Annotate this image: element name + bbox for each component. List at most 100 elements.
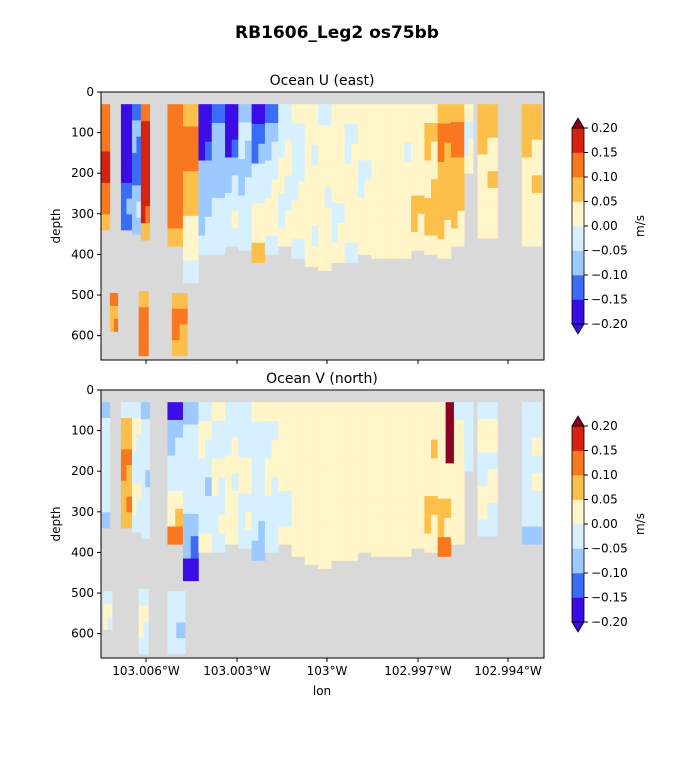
data-cell [338, 104, 345, 125]
data-cell [251, 501, 259, 522]
data-cell [145, 436, 151, 454]
data-cell [411, 213, 419, 233]
data-cell [311, 226, 319, 247]
plot-frame [100, 91, 545, 361]
data-cell [138, 637, 144, 655]
y-tick-label: 100 [71, 424, 94, 438]
colorbar-segment [572, 177, 584, 202]
data-cell [167, 491, 176, 510]
data-column [278, 104, 292, 247]
colorbar-segment [572, 597, 584, 623]
data-cell [132, 201, 137, 219]
data-cell [404, 479, 412, 499]
x-axis: 103.006°W 103.003°W 103°W 102.997°W 102.994°… [112, 658, 542, 678]
data-column [384, 104, 399, 259]
data-cell [531, 121, 543, 141]
data-cell [411, 140, 419, 160]
data-cell [145, 402, 151, 420]
data-cell [258, 242, 266, 263]
data-cell [211, 458, 219, 478]
data-cell [338, 520, 345, 542]
data-cell [444, 200, 452, 221]
data-cell [258, 143, 266, 164]
data-cell [487, 187, 498, 205]
data-cell [251, 540, 259, 561]
data-cell [311, 124, 319, 146]
data-cell [411, 438, 419, 458]
colorbar-tick-label: 0.15 [591, 146, 618, 160]
data-cell [351, 402, 359, 423]
data-cell [477, 137, 488, 155]
data-cell [331, 520, 339, 542]
data-cell [338, 540, 345, 561]
data-cell [138, 621, 144, 638]
data-cell [531, 104, 543, 123]
data-cell [531, 455, 543, 474]
data-cell [487, 137, 498, 155]
data-column [132, 402, 142, 533]
data-cell [278, 193, 286, 212]
data-cell [444, 104, 452, 124]
data-column [167, 402, 184, 545]
data-cell [171, 340, 180, 357]
data-column [278, 402, 292, 545]
data-cell [271, 235, 279, 255]
data-cell [449, 447, 454, 464]
data-cell [531, 508, 543, 527]
data-cell [271, 122, 279, 143]
data-cell [364, 198, 372, 218]
data-cell [487, 171, 498, 189]
data-cell [105, 151, 111, 168]
data-cell [231, 419, 239, 439]
data-cell [384, 181, 392, 201]
data-cell [167, 419, 176, 439]
data-cell [351, 163, 359, 184]
data-cell [145, 223, 151, 241]
data-cell [298, 104, 306, 124]
data-column [411, 402, 425, 549]
data-cell [238, 420, 246, 440]
data-cell [190, 148, 199, 172]
data-cell [132, 499, 137, 517]
data-cell [136, 169, 142, 186]
data-cell [198, 198, 206, 218]
data-cell [198, 533, 206, 553]
data-cell [444, 498, 452, 519]
data-cell [324, 187, 332, 209]
data-cell [404, 219, 412, 240]
data-cell [521, 157, 533, 176]
data-cell [278, 157, 286, 176]
data-cell [140, 206, 146, 224]
data-cell [424, 104, 432, 124]
y-axis-label: depth [49, 209, 63, 244]
y-tick-label: 100 [71, 126, 94, 140]
data-cell [182, 536, 191, 559]
data-cell [132, 418, 137, 435]
data-cell [437, 421, 445, 442]
data-cell [338, 501, 345, 522]
data-cell [450, 526, 458, 545]
data-cell [136, 515, 142, 533]
data-cell [136, 217, 142, 235]
data-cell [318, 229, 326, 251]
data-cell [126, 167, 133, 184]
data-cell [437, 142, 445, 163]
colorbar-tick-label: −0.20 [591, 615, 628, 629]
data-cell [271, 216, 279, 236]
data-cell [190, 558, 199, 582]
data-cell [198, 514, 206, 534]
data-cell [291, 123, 299, 144]
data-cell [238, 438, 246, 458]
data-cell [397, 239, 405, 259]
data-cell [318, 485, 326, 507]
data-cell [377, 498, 385, 519]
data-cell [167, 526, 176, 545]
data-cell [284, 437, 292, 456]
data-cell [411, 530, 419, 549]
data-cell [225, 228, 232, 247]
data-cell [304, 165, 312, 186]
data-cell [397, 142, 405, 163]
y-tick-label: 600 [71, 627, 94, 641]
data-cell [377, 517, 385, 538]
data-cell [258, 402, 266, 423]
